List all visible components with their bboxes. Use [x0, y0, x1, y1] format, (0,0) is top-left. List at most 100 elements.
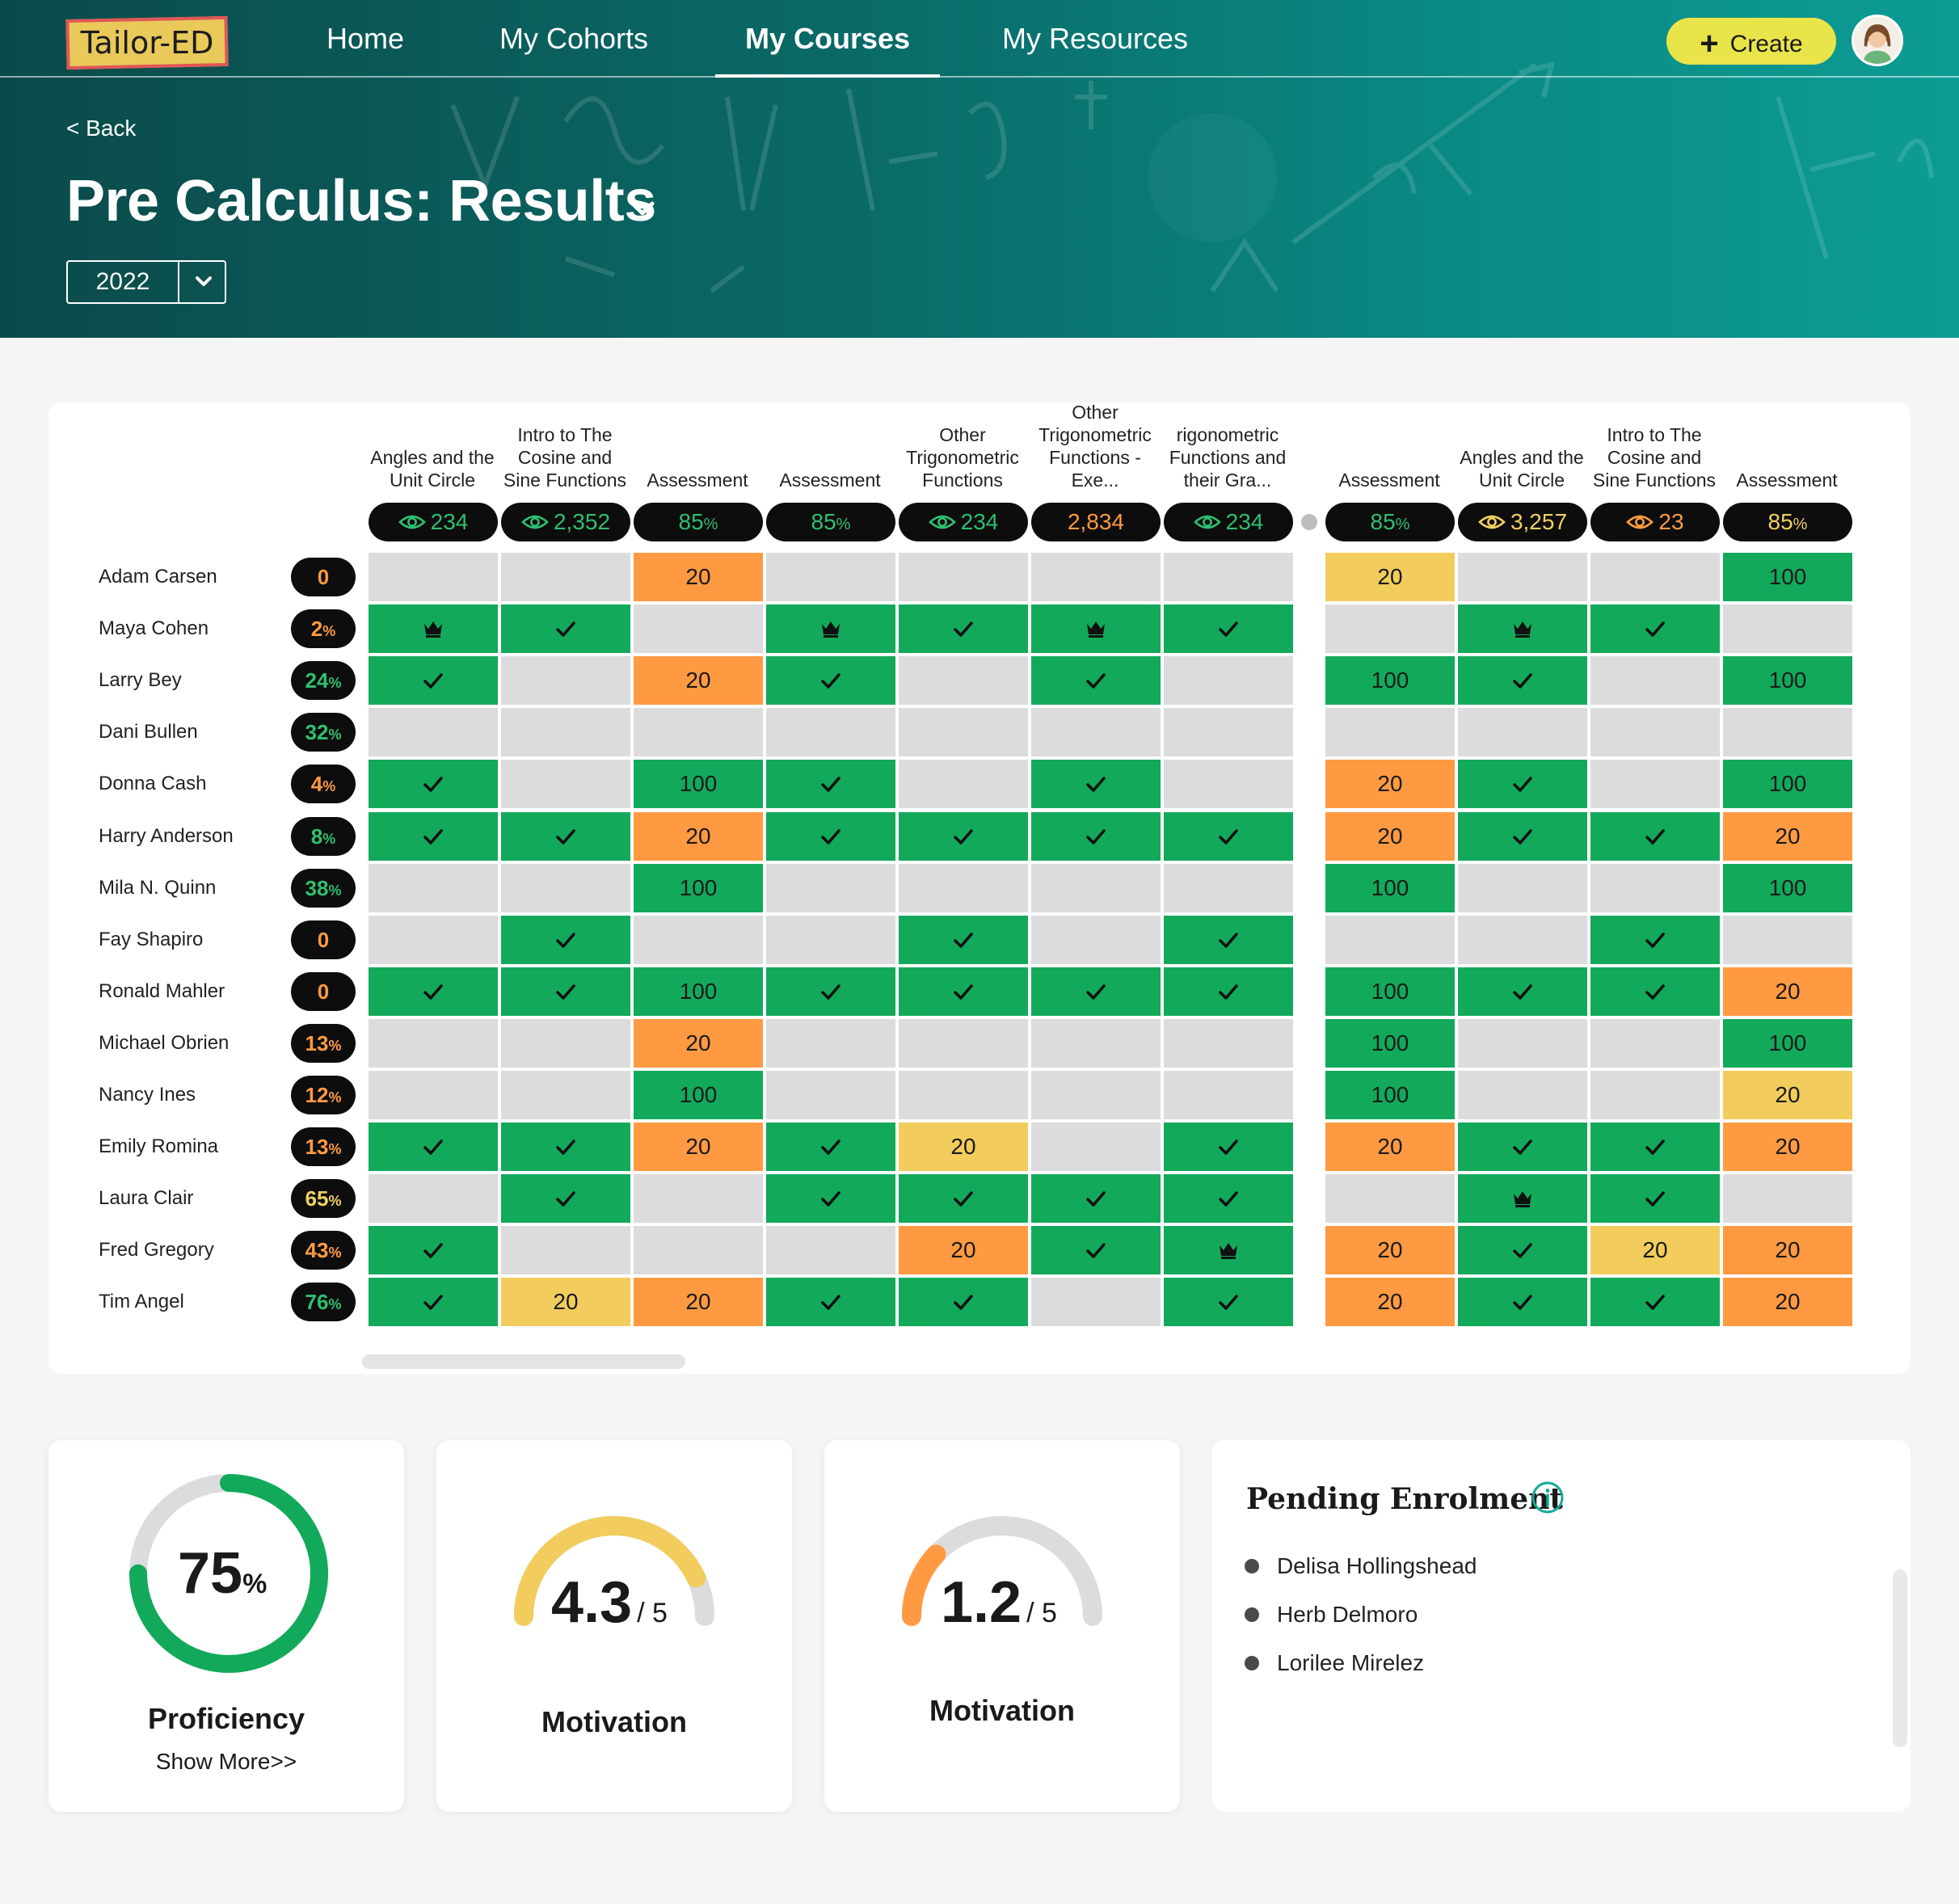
- column-summary-pill[interactable]: 85%: [634, 503, 763, 541]
- student-name[interactable]: Maya Cohen: [99, 617, 209, 639]
- empty-cell[interactable]: [1458, 1019, 1587, 1068]
- empty-cell[interactable]: [369, 1071, 498, 1119]
- empty-cell[interactable]: [1164, 1071, 1293, 1119]
- create-button[interactable]: + Create: [1666, 18, 1836, 65]
- completed-cell[interactable]: [1031, 967, 1161, 1016]
- score-cell[interactable]: 100: [1325, 1071, 1455, 1119]
- empty-cell[interactable]: [766, 916, 895, 964]
- empty-cell[interactable]: [369, 553, 498, 601]
- nav-my-cohorts[interactable]: My Cohorts: [499, 22, 649, 55]
- chevron-down-icon[interactable]: [625, 191, 660, 226]
- score-cell[interactable]: 100: [1325, 656, 1455, 705]
- column-summary-pill[interactable]: 85%: [766, 503, 895, 541]
- completed-cell[interactable]: [501, 812, 630, 861]
- student-name[interactable]: Laura Clair: [99, 1187, 194, 1209]
- completed-cell[interactable]: [1031, 1226, 1161, 1274]
- completed-cell[interactable]: [369, 812, 498, 861]
- empty-cell[interactable]: [1590, 1071, 1720, 1119]
- student-name[interactable]: Harry Anderson: [99, 825, 234, 847]
- student-name[interactable]: Fay Shapiro: [99, 929, 204, 950]
- empty-cell[interactable]: [1325, 708, 1455, 756]
- empty-cell[interactable]: [501, 864, 630, 912]
- completed-cell[interactable]: [1164, 1278, 1293, 1326]
- completed-cell[interactable]: [1164, 967, 1293, 1016]
- completed-cell[interactable]: [1031, 760, 1161, 808]
- completed-cell[interactable]: [1590, 1123, 1720, 1171]
- empty-cell[interactable]: [766, 708, 895, 756]
- column-summary-pill[interactable]: 3,257: [1458, 503, 1587, 541]
- score-cell[interactable]: 20: [1590, 1226, 1720, 1274]
- empty-cell[interactable]: [501, 656, 630, 705]
- score-cell[interactable]: 20: [634, 812, 763, 861]
- score-cell[interactable]: 100: [1325, 864, 1455, 912]
- empty-cell[interactable]: [1325, 916, 1455, 964]
- completed-cell[interactable]: [1164, 1123, 1293, 1171]
- score-cell[interactable]: 100: [1325, 1019, 1455, 1068]
- score-cell[interactable]: 20: [899, 1123, 1028, 1171]
- empty-cell[interactable]: [1723, 604, 1852, 653]
- empty-cell[interactable]: [1723, 1174, 1852, 1223]
- completed-cell[interactable]: [766, 1278, 895, 1326]
- completed-cell[interactable]: [369, 1226, 498, 1274]
- score-cell[interactable]: 20: [501, 1278, 630, 1326]
- completed-cell[interactable]: [1458, 1226, 1587, 1274]
- empty-cell[interactable]: [369, 1019, 498, 1068]
- back-link[interactable]: < Back: [66, 116, 137, 141]
- empty-cell[interactable]: [1458, 708, 1587, 756]
- empty-cell[interactable]: [899, 864, 1028, 912]
- score-cell[interactable]: 100: [634, 864, 763, 912]
- empty-cell[interactable]: [1590, 553, 1720, 601]
- column-summary-pill[interactable]: 2,834: [1031, 503, 1161, 541]
- student-name[interactable]: Ronald Mahler: [99, 980, 225, 1002]
- completed-cell[interactable]: [1164, 812, 1293, 861]
- empty-cell[interactable]: [899, 1071, 1028, 1119]
- empty-cell[interactable]: [1031, 916, 1161, 964]
- score-cell[interactable]: 20: [634, 1019, 763, 1068]
- empty-cell[interactable]: [1458, 553, 1587, 601]
- empty-cell[interactable]: [1164, 864, 1293, 912]
- empty-cell[interactable]: [1164, 553, 1293, 601]
- student-name[interactable]: Donna Cash: [99, 773, 207, 794]
- column-summary-pill[interactable]: 234: [899, 503, 1028, 541]
- student-name[interactable]: Nancy Ines: [99, 1084, 196, 1106]
- completed-cell[interactable]: [1164, 604, 1293, 653]
- completed-cell[interactable]: [1458, 1123, 1587, 1171]
- empty-cell[interactable]: [501, 1071, 630, 1119]
- score-cell[interactable]: 20: [1723, 1123, 1852, 1171]
- empty-cell[interactable]: [766, 553, 895, 601]
- empty-cell[interactable]: [1590, 708, 1720, 756]
- score-cell[interactable]: 20: [1723, 967, 1852, 1016]
- column-summary-pill[interactable]: 2,352: [501, 503, 630, 541]
- empty-cell[interactable]: [899, 760, 1028, 808]
- completed-cell[interactable]: [1164, 1174, 1293, 1223]
- empty-cell[interactable]: [1458, 1071, 1587, 1119]
- empty-cell[interactable]: [1031, 1278, 1161, 1326]
- empty-cell[interactable]: [1723, 708, 1852, 756]
- empty-cell[interactable]: [1590, 864, 1720, 912]
- year-select[interactable]: 2022: [66, 260, 226, 304]
- score-cell[interactable]: 20: [1325, 760, 1455, 808]
- top-performer-cell[interactable]: [369, 604, 498, 653]
- student-name[interactable]: Emily Romina: [99, 1135, 219, 1157]
- info-icon[interactable]: [1531, 1481, 1565, 1514]
- completed-cell[interactable]: [899, 1278, 1028, 1326]
- empty-cell[interactable]: [634, 604, 763, 653]
- top-performer-cell[interactable]: [1031, 604, 1161, 653]
- score-cell[interactable]: 100: [634, 967, 763, 1016]
- score-cell[interactable]: 20: [1325, 553, 1455, 601]
- score-cell[interactable]: 100: [1723, 1019, 1852, 1068]
- column-summary-pill[interactable]: 23: [1590, 503, 1720, 541]
- empty-cell[interactable]: [899, 656, 1028, 705]
- pending-item[interactable]: Herb Delmoro: [1245, 1597, 1418, 1632]
- completed-cell[interactable]: [1164, 916, 1293, 964]
- empty-cell[interactable]: [1164, 760, 1293, 808]
- completed-cell[interactable]: [766, 760, 895, 808]
- empty-cell[interactable]: [634, 1226, 763, 1274]
- score-cell[interactable]: 20: [1723, 1226, 1852, 1274]
- completed-cell[interactable]: [1590, 916, 1720, 964]
- completed-cell[interactable]: [1458, 1278, 1587, 1326]
- score-cell[interactable]: 100: [1723, 656, 1852, 705]
- top-performer-cell[interactable]: [1458, 604, 1587, 653]
- score-cell[interactable]: 20: [634, 1278, 763, 1326]
- score-cell[interactable]: 20: [1723, 812, 1852, 861]
